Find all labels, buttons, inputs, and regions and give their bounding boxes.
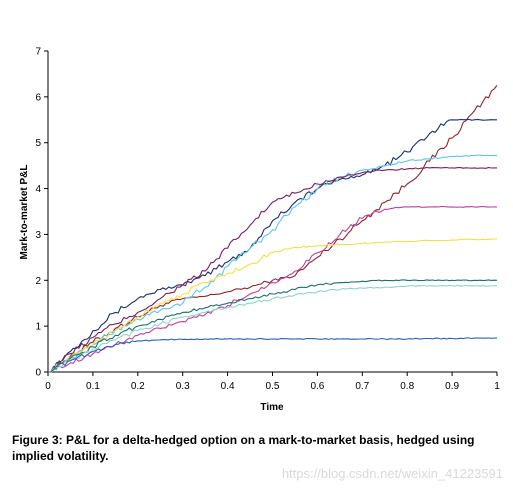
x-tick-label: 0.2 [131, 381, 145, 392]
figure-caption: Figure 3: P&L for a delta-hedged option … [12, 433, 475, 463]
series-line-6 [48, 238, 497, 373]
x-tick-label: 1 [494, 381, 500, 392]
pnl-line-chart: 0 1 2 3 4 5 6 7 0 0.1 0.2 0.3 0.4 0.5 0.6 0.7 0.8 0.9 1 Ti… [19, 47, 500, 414]
series-line-8 [48, 284, 498, 373]
series-line-5 [48, 205, 497, 373]
x-tick-label: 0.1 [86, 381, 100, 392]
y-tick-label: 4 [35, 184, 41, 195]
y-tick-label: 7 [35, 47, 41, 58]
watermark: https://blog.csdn.net/weixin_41223591 [281, 466, 503, 481]
y-tick-label: 3 [35, 230, 41, 241]
x-tick-label: 0.9 [445, 381, 459, 392]
x-tick-label: 0.7 [355, 381, 369, 392]
x-tick-label: 0.4 [221, 381, 235, 392]
y-tick-label: 0 [35, 368, 41, 379]
x-tick-label: 0.8 [400, 381, 414, 392]
series-line-9 [48, 337, 498, 373]
y-tick-label: 6 [35, 92, 41, 103]
x-axis-title: Time [260, 402, 284, 413]
y-axis-title: Mark-to-market P&L [19, 164, 30, 259]
x-tick-label: 0 [45, 381, 51, 392]
series-line-2 [48, 118, 497, 373]
x-tick-label: 0.6 [310, 381, 324, 392]
tick-layer: 0 1 2 3 4 5 6 7 0 0.1 0.2 0.3 0.4 0.5 0.6 0.7 0.8 0.9 1 [35, 47, 500, 393]
series-layer [48, 85, 498, 373]
x-tick-label: 0.5 [266, 381, 280, 392]
y-tick-label: 2 [35, 276, 41, 287]
y-tick-label: 1 [35, 322, 41, 333]
series-line-4 [48, 166, 497, 373]
x-tick-label: 0.3 [176, 381, 190, 392]
series-line-1 [48, 85, 498, 373]
y-tick-label: 5 [35, 138, 41, 149]
series-line-7 [48, 279, 498, 373]
